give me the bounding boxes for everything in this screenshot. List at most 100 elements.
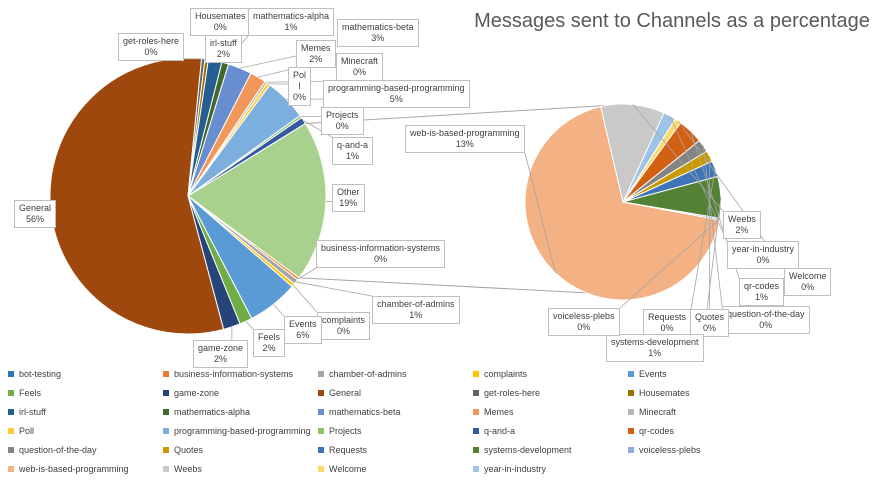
legend-swatch — [8, 466, 14, 472]
data-label-value: 0% — [213, 22, 227, 32]
legend-item-welcome: Welcome — [318, 463, 366, 475]
data-label-name: Events — [289, 319, 317, 329]
legend-item-weebs: Weebs — [163, 463, 202, 475]
leader-line-requests — [690, 168, 716, 310]
data-label-name: year-in-industry — [732, 244, 795, 254]
legend-label: Memes — [484, 407, 514, 417]
data-label-value: 0% — [660, 323, 674, 333]
data-label-name: Memes — [301, 43, 331, 53]
data-label-name: complaints — [322, 315, 366, 325]
leader-line-weebs — [632, 104, 724, 212]
data-label-name: question-of-the-day — [727, 309, 805, 319]
data-label-weebs: Weebs 2% — [723, 211, 761, 239]
legend-item-events: Events — [628, 368, 667, 380]
legend-swatch — [8, 371, 14, 377]
data-label-name: mathematics-alpha — [253, 11, 330, 21]
data-label-value: 0% — [337, 326, 351, 336]
legend-swatch — [318, 390, 324, 396]
data-label-year-in-industry: year-in-industry 0% — [727, 241, 800, 269]
legend-swatch — [473, 409, 479, 415]
data-label-name: mathematics-beta — [342, 22, 414, 32]
data-label-name: Requests — [648, 312, 687, 322]
data-label-value: 6% — [296, 330, 310, 340]
data-label-value: 0% — [144, 47, 158, 57]
leader-line-question-of-the-day — [702, 145, 723, 307]
legend-item-get-roles-here: get-roles-here — [473, 387, 540, 399]
legend-label: systems-development — [484, 445, 572, 455]
data-label-qr-codes: qr-codes 1% — [739, 278, 785, 306]
legend-item-voiceless-plebs: voiceless-plebs — [628, 444, 701, 456]
legend-swatch — [628, 371, 634, 377]
legend-swatch — [318, 371, 324, 377]
legend-item-web-is-based-programming: web-is-based-programming — [8, 463, 129, 475]
main-pie — [49, 57, 327, 335]
data-label-systems-development: systems-development 1% — [606, 334, 704, 362]
data-label-value: 0% — [374, 254, 388, 264]
legend-item-qr-codes: qr-codes — [628, 425, 674, 437]
data-label-question-of-the-day: question-of-the-day 0% — [722, 306, 810, 334]
legend-label: Feels — [19, 388, 42, 398]
legend-swatch — [628, 390, 634, 396]
data-label-name: Minecraft — [341, 56, 379, 66]
legend-swatch — [473, 428, 479, 434]
legend-swatch — [318, 428, 324, 434]
legend-item-minecraft: Minecraft — [628, 406, 676, 418]
legend-item-mathematics-beta: mathematics-beta — [318, 406, 401, 418]
legend-label: bot-testing — [19, 369, 62, 379]
data-label-value: 13% — [455, 139, 474, 149]
leader-line-web-is-based-programming — [524, 152, 556, 273]
data-label-business-information-systems: business-information-systems 0% — [316, 240, 446, 268]
data-label-welcome: Welcome 0% — [784, 268, 832, 296]
data-label-value: 2% — [262, 343, 276, 353]
leader-line-business-information-systems — [298, 267, 317, 280]
legend-swatch — [318, 447, 324, 453]
legend-item-q-and-a: q-and-a — [473, 425, 515, 437]
legend-label: get-roles-here — [484, 388, 541, 398]
leader-line-complaints — [292, 284, 318, 313]
data-label-value: 0% — [703, 323, 717, 333]
data-label-mathematics-beta: mathematics-beta 3% — [337, 19, 419, 47]
data-label-name: Pol l — [293, 70, 307, 91]
legend-label: Housemates — [639, 388, 690, 398]
data-label-feels: Feels 2% — [253, 329, 286, 357]
data-label-name: Welcome — [789, 271, 827, 281]
data-label-irl-stuff: irl-stuff 2% — [205, 35, 242, 63]
data-label-name: web-is-based-programming — [410, 128, 520, 138]
legend-item-question-of-the-day: question-of-the-day — [8, 444, 97, 456]
legend-item-poll: Poll — [8, 425, 34, 437]
legend-label: Events — [639, 369, 667, 379]
data-label-value: 1% — [284, 22, 298, 32]
legend-item-projects: Projects — [318, 425, 362, 437]
data-label-value: 0% — [577, 322, 591, 332]
legend-item-systems-development: systems-development — [473, 444, 572, 456]
data-label-mathematics-alpha: mathematics-alpha 1% — [248, 8, 335, 36]
data-label-value: 1% — [648, 348, 662, 358]
legend-label: game-zone — [174, 388, 220, 398]
data-label-name: systems-development — [611, 337, 699, 347]
legend-swatch — [628, 409, 634, 415]
data-label-requests: Requests 0% — [643, 309, 692, 337]
data-label-name: qr-codes — [744, 281, 780, 291]
connector-line-bottom — [299, 277, 587, 294]
data-label-value: 2% — [216, 49, 230, 59]
legend-swatch — [163, 371, 169, 377]
data-label-name: Weebs — [728, 214, 756, 224]
legend-swatch — [473, 466, 479, 472]
legend-swatch — [8, 409, 14, 415]
legend-label: business-information-systems — [174, 369, 294, 379]
data-label-name: voiceless-plebs — [553, 311, 615, 321]
data-label-minecraft: Minecraft 0% — [336, 53, 384, 81]
legend-label: mathematics-alpha — [174, 407, 251, 417]
legend-swatch — [473, 390, 479, 396]
legend-swatch — [473, 447, 479, 453]
data-label-housemates: Housemates 0% — [190, 8, 251, 36]
data-label-value: 0% — [293, 92, 307, 102]
data-label-voiceless-plebs: voiceless-plebs 0% — [548, 308, 620, 336]
legend-label: General — [329, 388, 362, 398]
legend-item-feels: Feels — [8, 387, 41, 399]
legend-item-mathematics-alpha: mathematics-alpha — [163, 406, 250, 418]
data-label-value: 2% — [735, 225, 749, 235]
legend-item-irl-stuff: irl-stuff — [8, 406, 46, 418]
legend-item-year-in-industry: year-in-industry — [473, 463, 546, 475]
